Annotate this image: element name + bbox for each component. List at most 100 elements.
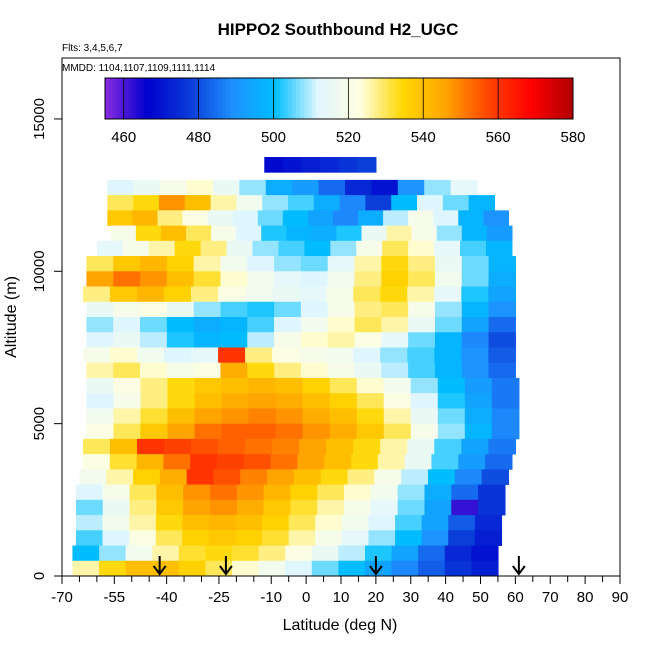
heat-cell	[247, 271, 275, 287]
heat-cell	[166, 317, 195, 333]
colorbar-cell	[522, 78, 527, 119]
heat-cell	[282, 157, 303, 173]
colorbar-cell	[346, 78, 352, 119]
heat-cell	[274, 317, 302, 333]
heat-cell	[444, 545, 472, 562]
colorbar-cell	[378, 78, 383, 119]
heat-cell	[313, 195, 341, 211]
heat-cell	[383, 408, 412, 425]
x-tick-label: 10	[333, 589, 350, 606]
heat-cell	[437, 393, 466, 409]
heat-cell	[261, 225, 287, 242]
heat-cell	[336, 225, 363, 242]
heat-cell	[274, 362, 302, 379]
colorbar-cell	[268, 78, 274, 119]
heat-cell	[232, 545, 260, 562]
heat-cell	[434, 271, 463, 287]
heat-cell	[166, 271, 195, 287]
heat-cell	[327, 317, 356, 333]
colorbar-cell	[436, 78, 441, 119]
heat-cell	[191, 286, 219, 303]
colorbar-cell	[545, 78, 551, 119]
colorbar-cell	[413, 78, 418, 119]
heat-cell	[485, 240, 513, 257]
heat-cell	[353, 347, 381, 364]
heat-cell	[79, 469, 107, 485]
heat-cell	[82, 347, 111, 364]
y-tick-label: 5000	[31, 407, 48, 440]
colorbar-cell	[366, 78, 371, 119]
colorbar-cell	[147, 78, 153, 119]
x-tick-label: 30	[402, 589, 419, 606]
y-axis: 0 5000 10000 15000	[31, 58, 63, 580]
heat-cell	[461, 362, 490, 379]
heat-cell	[341, 530, 370, 546]
heat-cell	[102, 530, 130, 546]
heat-cell	[194, 377, 223, 394]
colorbar-tick-label: 560	[486, 129, 511, 146]
heat-cell	[113, 423, 142, 440]
heat-cell	[102, 484, 131, 501]
colorbar-cell	[569, 78, 574, 119]
heat-cell	[381, 332, 409, 348]
heat-cell	[262, 530, 290, 546]
heat-cell	[208, 530, 237, 546]
heat-cell	[451, 484, 479, 501]
heat-cell	[210, 484, 238, 501]
colorbar-cell	[292, 78, 297, 119]
heat-cell	[354, 332, 382, 348]
heat-cell	[356, 408, 385, 425]
colorbar-cell	[140, 78, 145, 119]
heat-cell	[274, 301, 302, 318]
heat-cell	[329, 423, 358, 440]
heat-cell	[290, 484, 318, 501]
heat-cell	[411, 225, 438, 242]
colorbar-cell	[362, 78, 367, 119]
colorbar-cell	[389, 78, 395, 119]
colorbar-cell	[530, 78, 535, 119]
x-axis: -70 -55 -40 -25 -10 0 10 20 30 40 50 60 70 80 90	[51, 575, 628, 606]
heat-cell	[113, 332, 141, 348]
heat-cell	[424, 499, 452, 516]
heat-cell	[464, 377, 493, 394]
heat-cell	[75, 515, 104, 531]
heat-cell	[383, 423, 412, 440]
heat-cell	[364, 560, 393, 577]
heat-cell	[410, 423, 439, 440]
heat-cell	[272, 347, 300, 364]
heat-cell	[421, 530, 449, 546]
colorbar-cell	[537, 78, 543, 119]
colorbar-tick-label: 460	[111, 129, 136, 146]
heat-cell	[380, 286, 408, 303]
heat-cell	[140, 377, 169, 394]
colorbar-cell	[315, 78, 320, 119]
heat-cell	[300, 362, 329, 379]
colorbar-cell	[296, 78, 301, 119]
colorbar-cell	[319, 78, 324, 119]
heat-cell	[129, 530, 157, 546]
heat-cell	[186, 179, 214, 196]
heat-cell	[418, 545, 446, 562]
heat-cell	[488, 362, 516, 379]
heat-cell	[488, 317, 516, 333]
heat-cell	[442, 195, 470, 211]
colorbar-cell	[264, 78, 270, 119]
heat-cell	[218, 438, 246, 455]
colorbar-cell	[272, 78, 278, 119]
heat-cell	[318, 179, 346, 196]
colorbar-cell	[374, 78, 379, 119]
colorbar-cell	[128, 78, 133, 119]
heat-cell	[338, 545, 366, 562]
heat-cell	[327, 332, 356, 348]
heat-cell	[166, 362, 195, 379]
heat-cell	[483, 210, 509, 226]
heat-cell	[381, 271, 409, 287]
heat-cell	[220, 317, 248, 333]
colorbar-tick-label: 500	[261, 129, 286, 146]
heat-cell	[247, 256, 275, 272]
heat-cell	[167, 423, 196, 440]
x-tick-label: 0	[302, 589, 310, 606]
colorbar-cell	[288, 78, 293, 119]
heat-cell	[258, 545, 286, 562]
heat-cell	[221, 408, 250, 425]
